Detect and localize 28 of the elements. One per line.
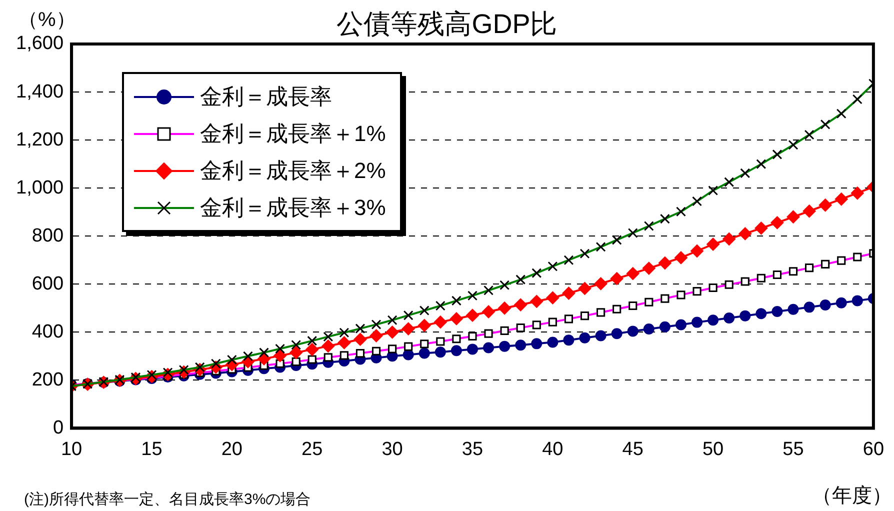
- x-tick-label: 50: [702, 438, 724, 460]
- y-tick-label: 200: [32, 369, 64, 390]
- legend-label: 金利＝成長率: [200, 82, 332, 110]
- y-tick-label: 0: [52, 417, 64, 438]
- x-tick-label: 20: [221, 438, 242, 460]
- x-tick-label: 10: [60, 438, 82, 460]
- legend-label: 金利＝成長率＋3%: [200, 194, 386, 222]
- x-tick-label: 45: [622, 438, 644, 460]
- y-tick-label: 1,400: [16, 81, 64, 102]
- x-tick-label: 35: [462, 438, 484, 460]
- chart-title: 公債等残高GDP比: [336, 9, 558, 39]
- x-tick-label: 40: [542, 438, 564, 460]
- x-tick-label: 30: [382, 438, 403, 460]
- text: (注)所得代替率一定、名目成長率3%の場合: [24, 490, 311, 509]
- x-tick-label: 55: [782, 438, 804, 460]
- legend-label: 金利＝成長率＋1%: [200, 120, 386, 148]
- x-axis-title: （年度）: [812, 484, 892, 509]
- y-tick-label: 1,000: [16, 177, 64, 198]
- x-tick-label: 25: [302, 438, 323, 460]
- y-tick-label: 800: [32, 225, 64, 246]
- y-tick-label: 1,600: [16, 33, 64, 54]
- y-tick-label: 400: [32, 321, 64, 342]
- x-tick-label: 60: [862, 438, 884, 460]
- y-tick-label: 1,200: [16, 129, 64, 150]
- x-tick-label: 15: [141, 438, 162, 460]
- legend-label: 金利＝成長率＋2%: [200, 156, 386, 184]
- y-tick-label: 600: [32, 273, 64, 294]
- y-axis-title: （%）: [18, 8, 76, 33]
